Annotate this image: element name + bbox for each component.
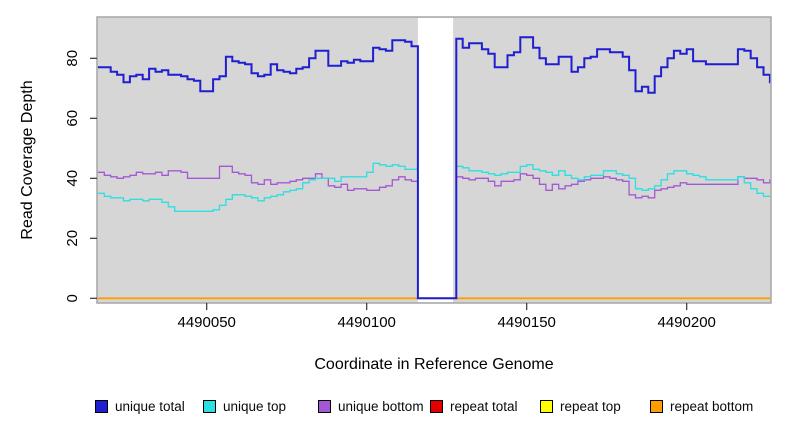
- legend-item-unique-top: unique top: [203, 397, 286, 415]
- axes-layer: 4490050 4490100 4490150 4490200 0 20 40 60 80: [64, 50, 716, 331]
- legend-item-repeat-total: repeat total: [430, 397, 518, 415]
- legend-item-repeat-top: repeat top: [540, 397, 621, 415]
- legend-label: repeat top: [560, 398, 621, 414]
- legend: unique total unique top unique bottom repea…: [0, 397, 792, 419]
- y-tick-label: 20: [64, 230, 81, 247]
- y-tick-label: 60: [64, 110, 81, 127]
- legend-label: unique bottom: [338, 398, 424, 414]
- y-tick-label: 40: [64, 170, 81, 187]
- plot-background-layer: [97, 17, 771, 303]
- x-tick-label: 4490100: [337, 314, 395, 331]
- legend-label: unique total: [115, 398, 185, 414]
- y-tick-label: 0: [64, 294, 81, 302]
- legend-swatch-repeat-top: [540, 399, 553, 413]
- x-axis-title: Coordinate in Reference Genome: [314, 356, 553, 373]
- legend-swatch-repeat-total: [430, 399, 443, 413]
- y-tick-label: 80: [64, 50, 81, 67]
- legend-label: unique top: [223, 398, 287, 414]
- legend-label: repeat bottom: [670, 398, 754, 414]
- legend-swatch-unique-total: [95, 399, 108, 413]
- plot-frame-layer: [96, 16, 772, 304]
- legend-swatch-unique-top: [203, 399, 216, 413]
- legend-swatch-repeat-bottom: [650, 399, 663, 413]
- legend-label: repeat total: [450, 398, 518, 414]
- y-axis-title: Read Coverage Depth: [19, 80, 36, 239]
- x-tick-label: 4490200: [657, 314, 715, 331]
- legend-swatch-unique-bottom: [318, 399, 331, 413]
- x-tick-label: 4490150: [497, 314, 555, 331]
- plot-border: [96, 16, 772, 304]
- legend-item-unique-total: unique total: [95, 397, 185, 415]
- no-coverage-gap-band: [417, 17, 454, 303]
- series-layer: [97, 36, 771, 300]
- legend-item-repeat-bottom: repeat bottom: [650, 397, 753, 415]
- x-tick-label: 4490050: [177, 314, 235, 331]
- series-line-unique-total: [97, 36, 771, 300]
- legend-item-unique-bottom: unique bottom: [318, 397, 424, 415]
